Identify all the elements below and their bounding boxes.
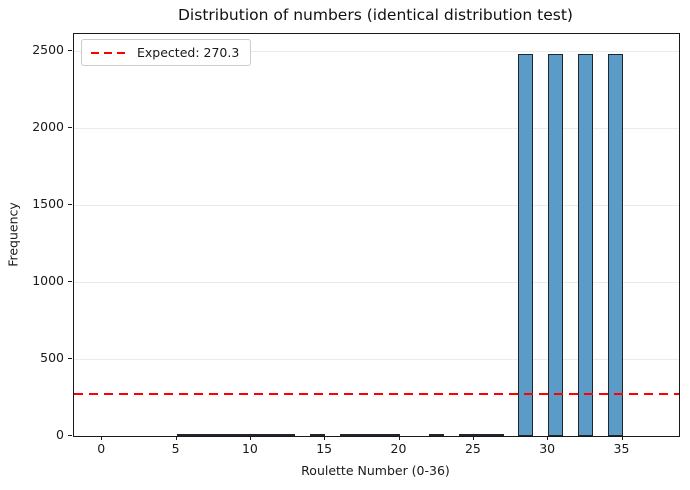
bar-number-11 bbox=[266, 434, 281, 436]
plot-area: Expected: 270.3 bbox=[73, 33, 680, 437]
y-axis-label: Frequency bbox=[5, 202, 21, 267]
y-tick-mark-2500 bbox=[68, 49, 72, 51]
gridline-y-2000 bbox=[74, 127, 679, 129]
y-tick-label-0: 0 bbox=[56, 427, 64, 442]
x-tick-mark-30 bbox=[547, 436, 549, 440]
gridline-y-2500 bbox=[74, 50, 679, 52]
x-axis-label: Roulette Number (0-36) bbox=[301, 463, 450, 478]
gridline-y-1000 bbox=[74, 281, 679, 283]
bar-number-19 bbox=[385, 434, 400, 436]
x-tick-label-25: 25 bbox=[464, 441, 481, 456]
bar-number-6 bbox=[191, 434, 206, 436]
x-tick-label-30: 30 bbox=[539, 441, 556, 456]
bar-number-28 bbox=[518, 53, 533, 436]
bar-number-25 bbox=[474, 434, 489, 436]
y-tick-label-1500: 1500 bbox=[32, 195, 64, 211]
y-tick-mark-1500 bbox=[68, 203, 72, 205]
bar-number-26 bbox=[489, 434, 504, 436]
x-tick-mark-5 bbox=[175, 436, 177, 440]
x-tick-label-35: 35 bbox=[613, 441, 630, 456]
x-tick-label-5: 5 bbox=[171, 441, 180, 456]
dashed-line-legend-sample bbox=[91, 51, 127, 54]
bar-number-24 bbox=[459, 434, 474, 436]
x-tick-label-0: 0 bbox=[97, 441, 106, 456]
bar-number-10 bbox=[251, 434, 266, 436]
y-tick-mark-1000 bbox=[68, 280, 72, 282]
bar-number-7 bbox=[206, 434, 221, 436]
bar-number-14 bbox=[310, 434, 325, 436]
bar-number-8 bbox=[221, 434, 236, 436]
bar-number-34 bbox=[608, 53, 623, 436]
legend: Expected: 270.3 bbox=[81, 39, 252, 66]
chart-title: Distribution of numbers (identical distr… bbox=[178, 6, 573, 24]
bar-number-5 bbox=[177, 434, 191, 436]
x-tick-mark-10 bbox=[249, 436, 251, 440]
x-tick-label-20: 20 bbox=[390, 441, 407, 456]
x-tick-label-10: 10 bbox=[241, 441, 258, 456]
bar-number-16 bbox=[340, 434, 355, 436]
expected-reference-line bbox=[74, 393, 679, 396]
bar-number-9 bbox=[236, 434, 251, 436]
x-tick-mark-35 bbox=[621, 436, 623, 440]
bar-number-17 bbox=[355, 434, 370, 436]
legend-label: Expected: 270.3 bbox=[137, 45, 240, 60]
y-tick-label-2500: 2500 bbox=[32, 41, 64, 57]
y-tick-mark-0 bbox=[68, 435, 72, 436]
y-tick-mark-2000 bbox=[68, 126, 72, 128]
gridline-y-500 bbox=[74, 359, 679, 360]
gridline-y-1500 bbox=[74, 204, 679, 206]
y-tick-label-1000: 1000 bbox=[32, 272, 64, 288]
bar-number-18 bbox=[370, 434, 385, 436]
bar-number-22 bbox=[429, 434, 444, 436]
x-tick-mark-20 bbox=[398, 436, 400, 440]
bar-number-32 bbox=[578, 53, 593, 436]
bar-number-30 bbox=[548, 53, 563, 436]
y-tick-mark-500 bbox=[68, 358, 72, 359]
y-tick-label-2000: 2000 bbox=[32, 118, 64, 134]
x-tick-mark-0 bbox=[101, 436, 103, 440]
y-tick-label-500: 500 bbox=[40, 350, 64, 365]
x-tick-mark-15 bbox=[324, 436, 326, 440]
x-tick-mark-25 bbox=[472, 436, 474, 440]
x-tick-label-15: 15 bbox=[316, 441, 333, 456]
bar-number-12 bbox=[281, 434, 295, 436]
